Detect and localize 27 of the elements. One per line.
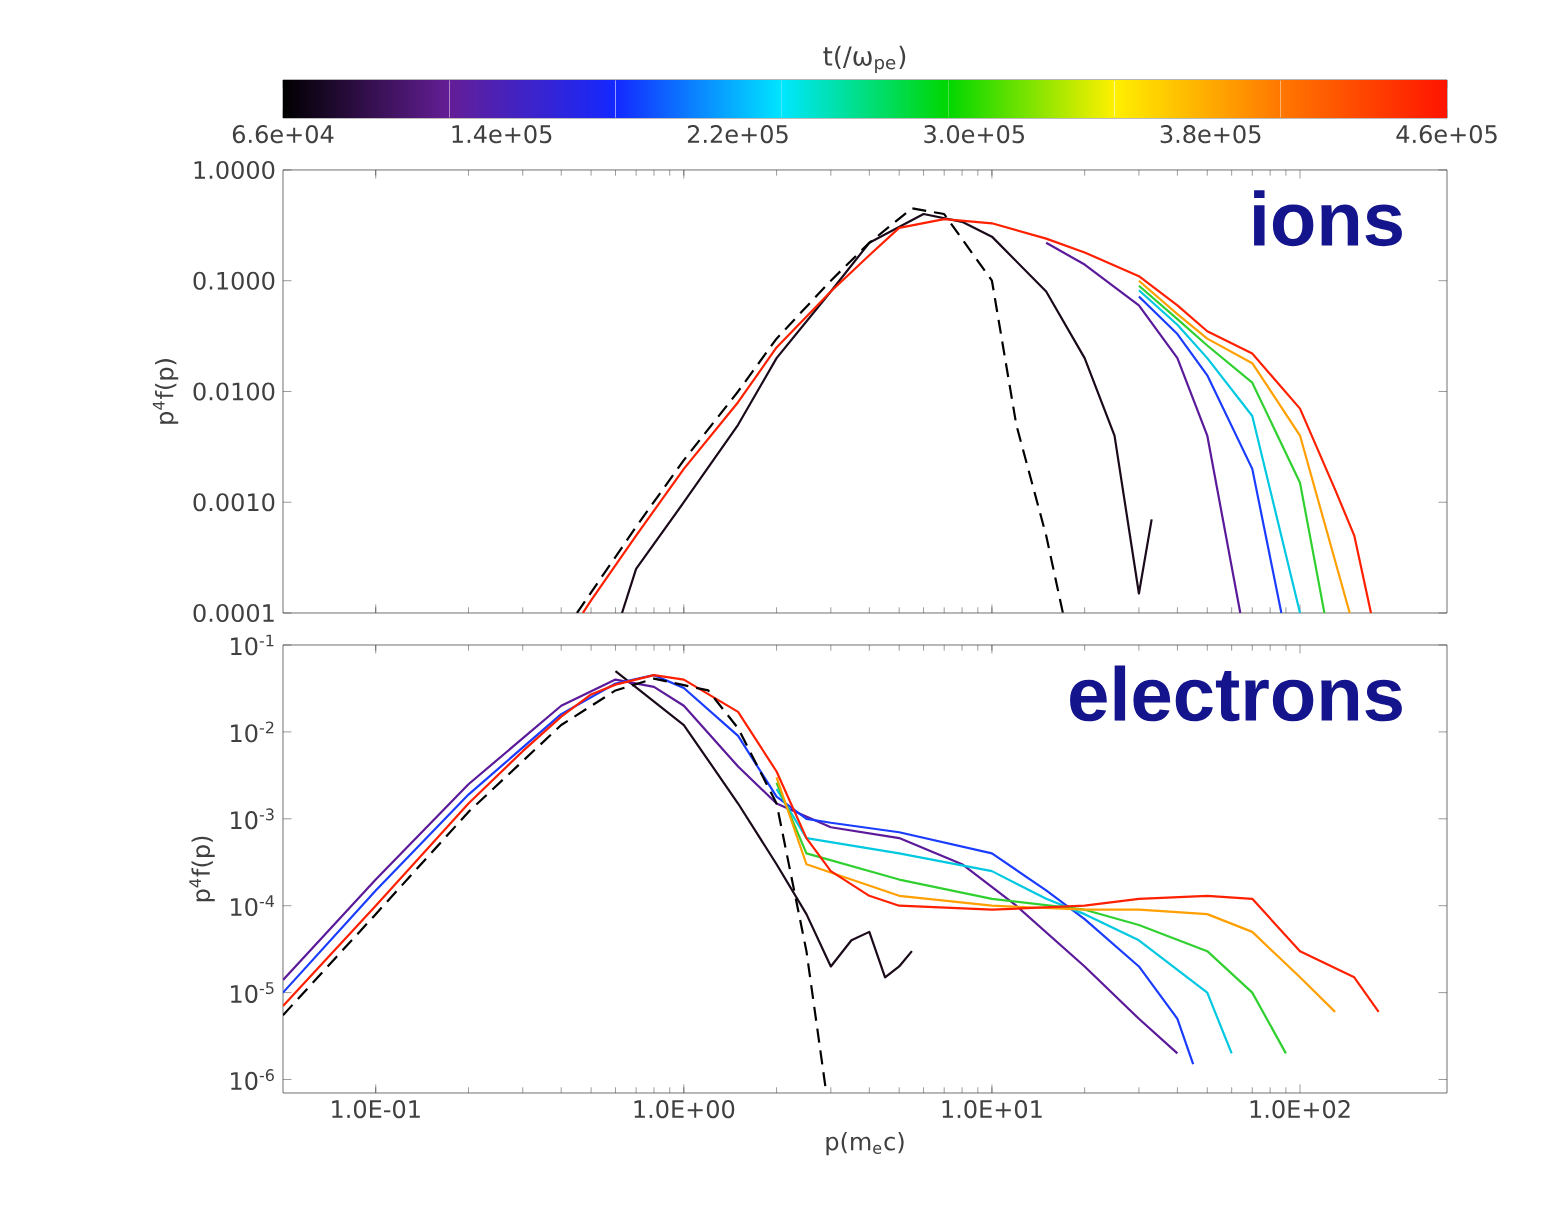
- x-tick-label: 1.0E+00: [634, 1100, 735, 1119]
- color-bar-label: 4.6e+05: [1396, 125, 1497, 144]
- y-tick-label: 10$^{-4}$: [231, 895, 275, 917]
- color-bar-label: 2.2e+05: [687, 125, 788, 144]
- color-bar-label: 1.4e+05: [452, 125, 552, 144]
- y-tick-label: 0.0100: [193, 382, 275, 401]
- annotation: electrons: [1070, 665, 1402, 722]
- color-bar-label: 3.0e+05: [924, 125, 1024, 144]
- y-tick-label: 10$^{-5}$: [231, 982, 274, 1003]
- y-tick-label: 0.0010: [193, 493, 275, 512]
- x-tick-label: 1.0E+02: [1250, 1100, 1350, 1119]
- y-axis-title: p$^{4}$f(p): [152, 359, 179, 424]
- y-tick-label: 10$^{-1}$: [231, 634, 274, 656]
- annotation: ions: [1254, 190, 1402, 247]
- color-bar-title: t(/ω$_{pe}$): [823, 45, 906, 73]
- color-bar-label: 3.8e+05: [1160, 125, 1261, 144]
- x-tick-label: 1.0E-01: [332, 1100, 420, 1119]
- y-tick-label: 0.0001: [193, 603, 274, 623]
- y-tick-label: 10$^{-2}$: [231, 721, 274, 743]
- y-tick-label: 1.0000: [194, 160, 275, 180]
- y-tick-label: 10$^{-6}$: [231, 1069, 274, 1090]
- y-tick-label: 10$^{-3}$: [231, 808, 274, 830]
- y-axis-title: p$^{4}$f(p): [189, 836, 215, 902]
- x-tick-label: 1.0E+01: [942, 1100, 1042, 1119]
- y-tick-label: 0.1000: [193, 271, 275, 290]
- color-bar-label: 6.6e+04: [232, 125, 334, 144]
- x-axis-title: p(m$_{e}$c): [826, 1131, 904, 1156]
